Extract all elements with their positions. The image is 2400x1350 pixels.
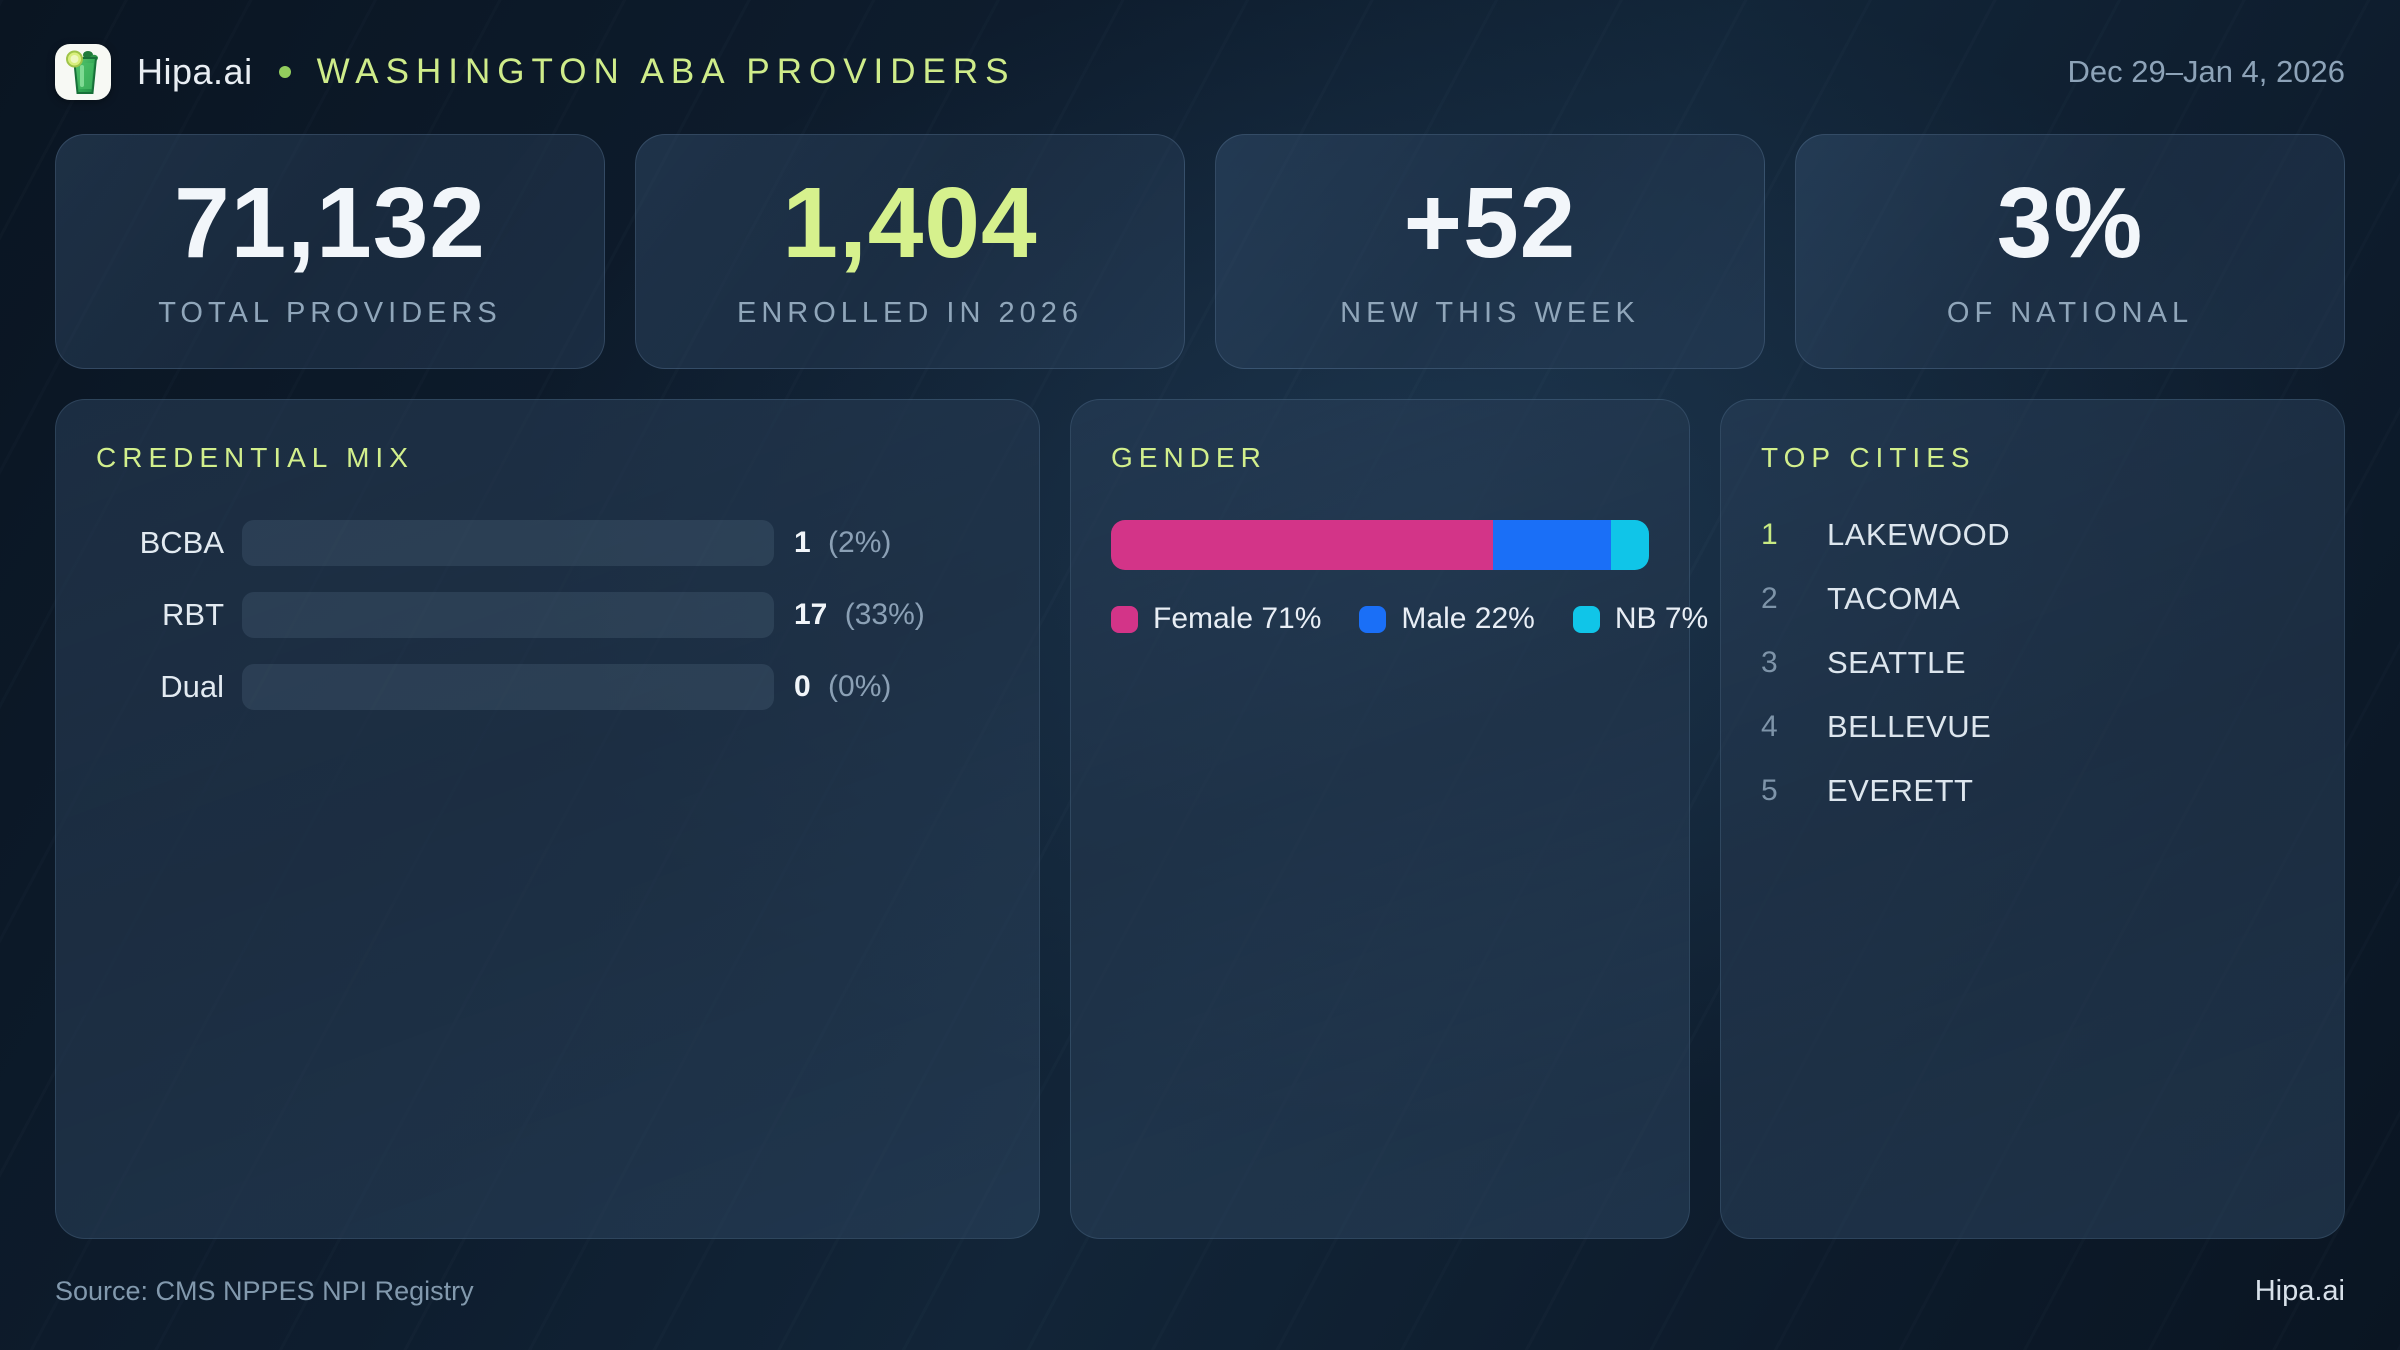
legend-item: Female 71% [1111, 602, 1321, 636]
credential-bar-track [242, 664, 774, 710]
legend-swatch [1111, 605, 1138, 633]
gender-stacked-bar [1111, 520, 1649, 570]
city-name: EVERETT [1827, 773, 1974, 808]
credential-row: RBT 17 (33%) [96, 592, 999, 638]
top-cities-title: TOP CITIES [1761, 442, 1976, 473]
panels-row: CREDENTIAL MIX BCBA 1 (2%) [55, 399, 2345, 1239]
credential-value: 1 (2%) [794, 526, 891, 560]
credential-percent: (0%) [828, 670, 892, 703]
stat-value: 71,132 [174, 167, 486, 279]
credential-bar-track [242, 520, 774, 566]
stat-value: 3% [1996, 167, 2144, 279]
page-title: WASHINGTON ABA PROVIDERS [316, 52, 1016, 91]
credential-mix-panel: CREDENTIAL MIX BCBA 1 (2%) [55, 399, 1040, 1239]
legend-item: Male 22% [1359, 602, 1535, 636]
city-rank: 5 [1761, 774, 1778, 807]
gender-panel: GENDER Female 71% [1070, 399, 1708, 1239]
city-rank: 2 [1761, 582, 1778, 615]
stat-card: 71,132 TOTAL PROVIDERS [55, 134, 605, 369]
city-rank: 1 [1761, 518, 1778, 551]
gender-legend: Female 71% Male 22% NB 7% [1111, 602, 1708, 636]
top-cities-panel: TOP CITIES 1 LAKEWOOD 2 TACOMA 3 [1720, 399, 2345, 1239]
brand-name: Hipa.ai [137, 51, 253, 92]
credential-count: 17 [794, 598, 828, 631]
city-name: SEATTLE [1827, 645, 1967, 680]
city-row: 1 LAKEWOOD [1761, 514, 2304, 556]
credential-label: Dual [160, 669, 224, 704]
city-row: 3 SEATTLE [1761, 642, 2304, 684]
stat-label: TOTAL PROVIDERS [158, 297, 502, 329]
mojito-glass-icon [55, 44, 111, 100]
city-name: BELLEVUE [1827, 709, 1992, 744]
city-name: TACOMA [1827, 581, 1961, 616]
stat-label: OF NATIONAL [1946, 297, 2194, 329]
legend-label: Male 22% [1401, 602, 1535, 635]
city-row: 2 TACOMA [1761, 578, 2304, 620]
stat-label: ENROLLED IN 2026 [737, 297, 1083, 329]
gender-title: GENDER [1111, 442, 1267, 473]
bullet-separator-icon [278, 66, 291, 78]
stat-value: 1,404 [782, 167, 1038, 279]
credential-mix-title: CREDENTIAL MIX [96, 442, 414, 473]
legend-label: Female 71% [1153, 602, 1322, 635]
legend-item: NB 7% [1572, 602, 1709, 636]
credential-label: BCBA [139, 525, 224, 560]
legend-label: NB 7% [1614, 602, 1709, 635]
credential-bar-track [242, 592, 774, 638]
credential-value: 0 (0%) [794, 670, 891, 704]
gender-bar-segment [1611, 520, 1649, 570]
credential-label: RBT [162, 597, 224, 632]
mojito-glass-graphic [66, 50, 98, 94]
gender-bar-segment [1111, 520, 1493, 570]
header: Hipa.ai WASHINGTON ABA PROVIDERS Dec 29–… [0, 0, 2400, 104]
credential-value: 17 (33%) [794, 598, 925, 632]
city-name: LAKEWOOD [1827, 517, 2011, 552]
stat-card: 3% OF NATIONAL [1795, 134, 2345, 369]
credential-percent: (2%) [828, 526, 892, 559]
legend-swatch [1359, 605, 1387, 633]
credential-row: Dual 0 (0%) [96, 664, 999, 710]
credential-row: BCBA 1 (2%) [96, 520, 999, 566]
stat-cards-row: 71,132 TOTAL PROVIDERS 1,404 ENROLLED IN… [55, 134, 2345, 369]
credential-percent: (33%) [844, 598, 925, 631]
footer: Source: CMS NPPES NPI Registry Hipa.ai [55, 1275, 2345, 1308]
footer-source: Source: CMS NPPES NPI Registry [55, 1276, 474, 1306]
city-rank: 3 [1761, 646, 1778, 679]
stat-label: NEW THIS WEEK [1340, 297, 1640, 329]
legend-swatch [1572, 605, 1600, 633]
credential-count: 0 [794, 670, 811, 703]
date-range: Dec 29–Jan 4, 2026 [2067, 54, 2346, 89]
stat-card: 1,404 ENROLLED IN 2026 [635, 134, 1185, 369]
stat-value: +52 [1403, 167, 1577, 279]
footer-brand: Hipa.ai [2254, 1275, 2345, 1307]
stat-card: +52 NEW THIS WEEK [1215, 134, 1765, 369]
top-cities-list: 1 LAKEWOOD 2 TACOMA 3 SEATTLE 4 [1761, 514, 2304, 812]
gender-bar-segment [1492, 520, 1612, 570]
credential-count: 1 [794, 526, 811, 559]
city-rank: 4 [1761, 710, 1778, 743]
brand-group: Hipa.ai WASHINGTON ABA PROVIDERS [55, 44, 1016, 100]
city-row: 5 EVERETT [1761, 770, 2304, 812]
credential-mix-chart: BCBA 1 (2%) RBT [96, 520, 999, 710]
city-row: 4 BELLEVUE [1761, 706, 2304, 748]
